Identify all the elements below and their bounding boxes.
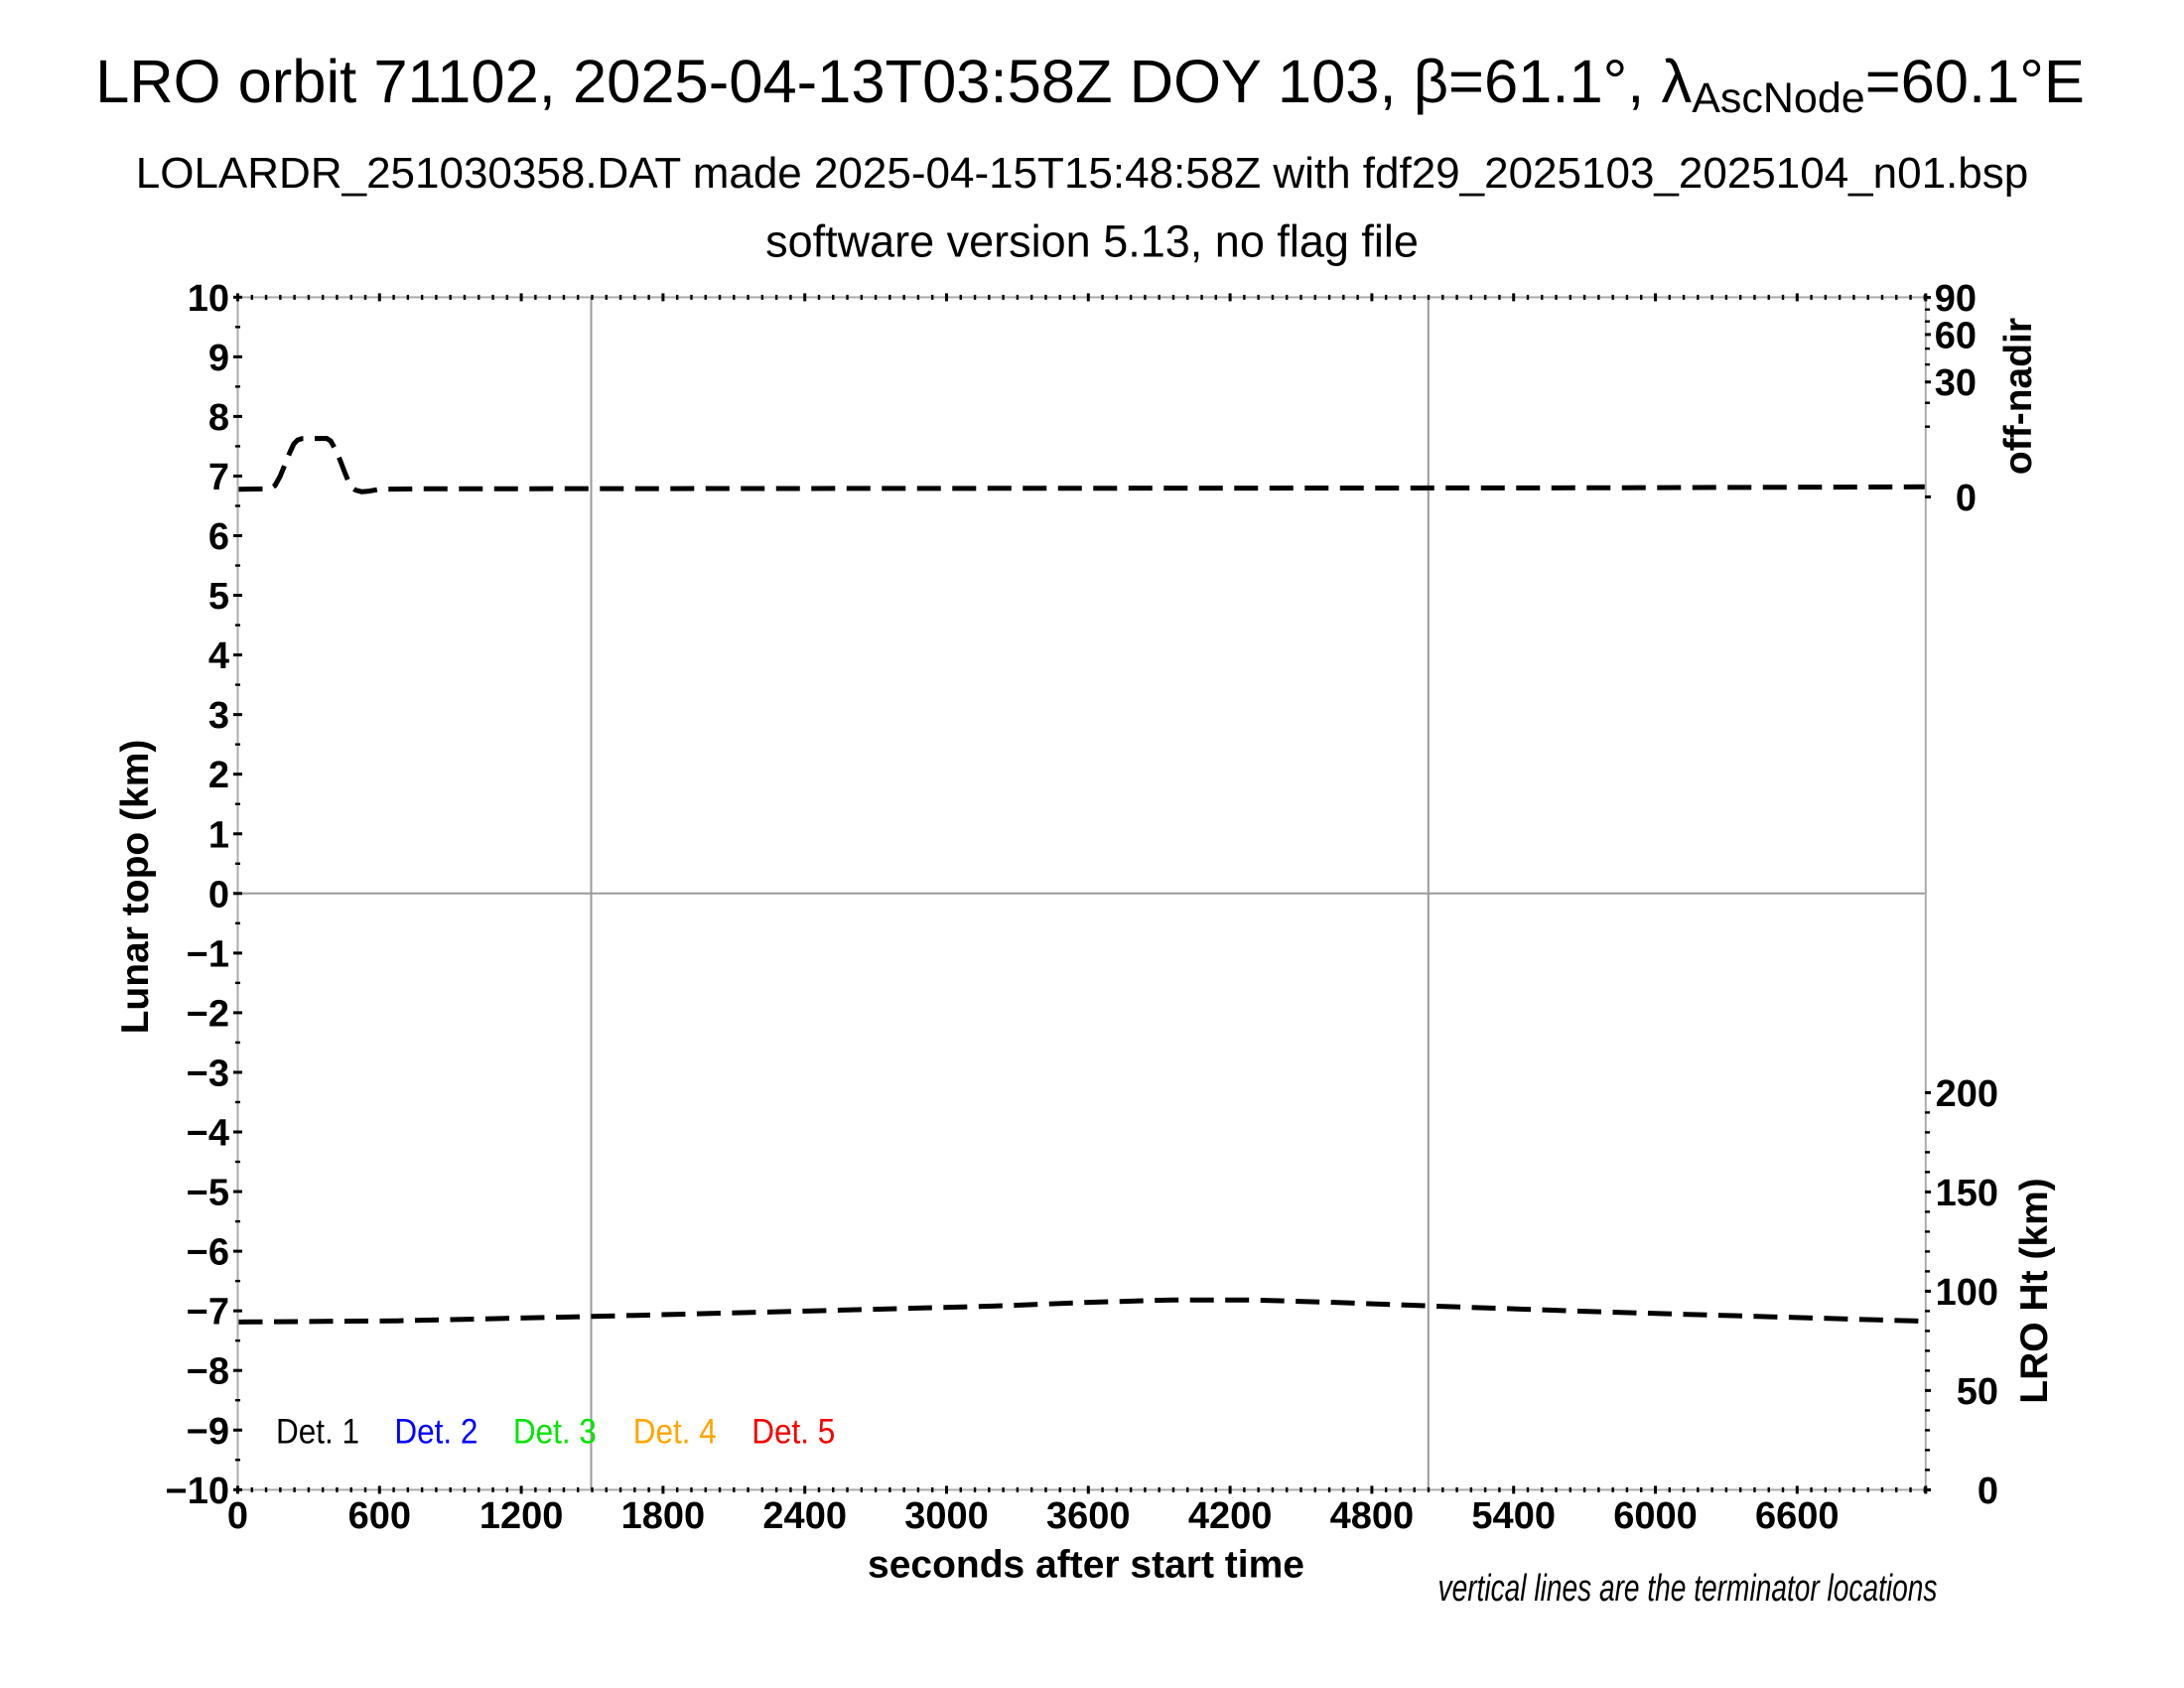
svg-text:−2: −2 [187,993,229,1035]
svg-text:−6: −6 [187,1232,229,1274]
svg-text:4800: 4800 [1330,1495,1415,1537]
svg-text:seconds after start time: seconds after start time [868,1544,1304,1587]
svg-text:50: 50 [1957,1371,1998,1413]
svg-text:3000: 3000 [904,1495,989,1537]
svg-text:0: 0 [1956,478,1977,519]
svg-text:Det. 1: Det. 1 [276,1413,359,1452]
svg-text:LOLARDR_251030358.DAT made 202: LOLARDR_251030358.DAT made 2025-04-15T15… [136,149,2028,198]
svg-text:software version 5.13, no flag: software version 5.13, no flag file [765,216,1419,267]
svg-text:6: 6 [208,516,229,558]
svg-text:Det. 4: Det. 4 [633,1413,717,1452]
svg-text:Det. 2: Det. 2 [394,1413,478,1452]
svg-text:0: 0 [208,874,229,915]
svg-text:150: 150 [1936,1173,1998,1214]
svg-text:7: 7 [208,457,229,498]
svg-text:−7: −7 [187,1292,229,1334]
svg-text:5400: 5400 [1471,1495,1556,1537]
svg-text:Det. 5: Det. 5 [751,1413,835,1452]
svg-text:−9: −9 [187,1411,229,1453]
svg-text:−4: −4 [187,1113,229,1155]
svg-text:0: 0 [1978,1471,1998,1512]
svg-text:100: 100 [1936,1272,1998,1314]
svg-text:Det. 3: Det. 3 [513,1413,597,1452]
svg-text:90: 90 [1935,278,1977,320]
svg-text:9: 9 [208,338,229,379]
svg-text:6600: 6600 [1755,1495,1840,1537]
svg-text:10: 10 [188,278,229,320]
svg-text:off-nadir: off-nadir [1997,318,2040,475]
svg-text:60: 60 [1935,315,1977,356]
svg-text:1800: 1800 [621,1495,706,1537]
svg-text:30: 30 [1935,362,1977,404]
svg-text:5: 5 [208,576,229,618]
svg-text:LRO Ht (km): LRO Ht (km) [2013,1178,2056,1404]
svg-text:2400: 2400 [762,1495,847,1537]
svg-text:2: 2 [208,755,229,796]
svg-text:4: 4 [208,635,229,677]
svg-text:−3: −3 [187,1053,229,1094]
svg-text:−5: −5 [187,1173,229,1214]
svg-text:600: 600 [348,1495,411,1537]
svg-text:0: 0 [227,1495,248,1537]
svg-text:−10: −10 [166,1471,229,1512]
svg-text:200: 200 [1936,1073,1998,1115]
svg-text:3: 3 [208,695,229,737]
svg-text:LRO orbit 71102, 2025-04-13T03: LRO orbit 71102, 2025-04-13T03:58Z DOY 1… [95,48,2085,122]
svg-text:4200: 4200 [1188,1495,1273,1537]
svg-text:6000: 6000 [1613,1495,1698,1537]
svg-text:1200: 1200 [479,1495,564,1537]
svg-text:3600: 3600 [1046,1495,1131,1537]
svg-text:vertical lines are the termina: vertical lines are the terminator locati… [1438,1568,1938,1610]
svg-text:Lunar topo (km): Lunar topo (km) [114,740,157,1035]
svg-text:−1: −1 [187,933,229,975]
svg-text:1: 1 [208,814,229,856]
svg-text:8: 8 [208,397,229,439]
svg-text:−8: −8 [187,1351,229,1393]
